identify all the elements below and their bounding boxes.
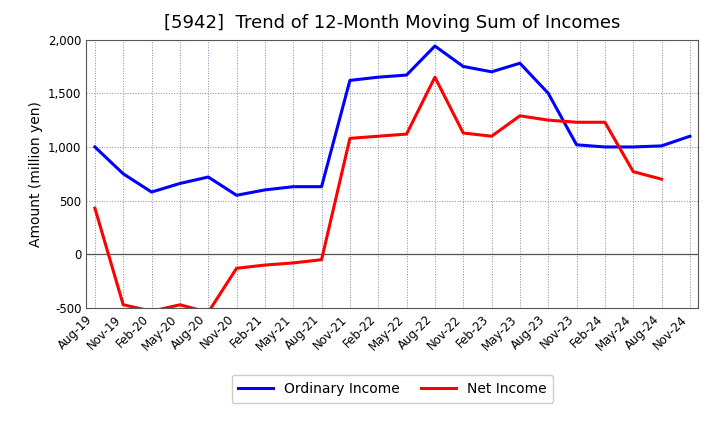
Ordinary Income <box>600 144 609 150</box>
Net Income <box>119 302 127 308</box>
Title: [5942]  Trend of 12-Month Moving Sum of Incomes: [5942] Trend of 12-Month Moving Sum of I… <box>164 15 621 33</box>
Net Income <box>402 132 411 137</box>
Net Income <box>544 117 552 123</box>
Ordinary Income <box>487 69 496 74</box>
Net Income <box>572 120 581 125</box>
Ordinary Income <box>204 174 212 180</box>
Net Income <box>431 74 439 80</box>
Ordinary Income <box>91 144 99 150</box>
Ordinary Income <box>402 73 411 78</box>
Ordinary Income <box>657 143 666 149</box>
Ordinary Income <box>346 78 354 83</box>
Net Income <box>318 257 326 262</box>
Net Income <box>204 310 212 315</box>
Ordinary Income <box>629 144 637 150</box>
Net Income <box>289 260 297 266</box>
Ordinary Income <box>685 134 694 139</box>
Line: Net Income: Net Income <box>95 77 662 312</box>
Ordinary Income <box>289 184 297 189</box>
Ordinary Income <box>148 189 156 194</box>
Ordinary Income <box>233 193 241 198</box>
Net Income <box>91 205 99 211</box>
Net Income <box>600 120 609 125</box>
Ordinary Income <box>516 61 524 66</box>
Legend: Ordinary Income, Net Income: Ordinary Income, Net Income <box>232 375 553 403</box>
Net Income <box>459 130 467 136</box>
Net Income <box>176 302 184 308</box>
Net Income <box>346 136 354 141</box>
Line: Ordinary Income: Ordinary Income <box>95 46 690 195</box>
Ordinary Income <box>544 91 552 96</box>
Net Income <box>261 262 269 268</box>
Net Income <box>148 308 156 314</box>
Net Income <box>629 169 637 174</box>
Net Income <box>374 134 382 139</box>
Ordinary Income <box>176 181 184 186</box>
Net Income <box>487 134 496 139</box>
Ordinary Income <box>318 184 326 189</box>
Net Income <box>657 176 666 182</box>
Net Income <box>233 266 241 271</box>
Y-axis label: Amount (million yen): Amount (million yen) <box>29 101 42 247</box>
Ordinary Income <box>261 187 269 193</box>
Ordinary Income <box>459 64 467 69</box>
Ordinary Income <box>431 44 439 49</box>
Ordinary Income <box>374 74 382 80</box>
Ordinary Income <box>572 142 581 147</box>
Net Income <box>516 113 524 118</box>
Ordinary Income <box>119 171 127 176</box>
